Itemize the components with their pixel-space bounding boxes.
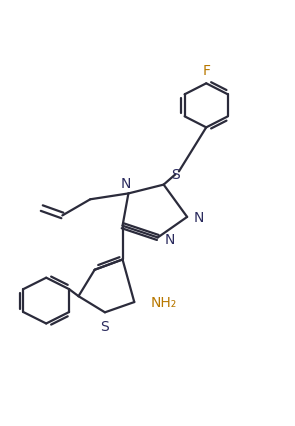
Text: NH₂: NH₂: [150, 295, 177, 309]
Text: F: F: [202, 64, 210, 78]
Text: N: N: [164, 232, 175, 246]
Text: N: N: [194, 210, 204, 225]
Text: S: S: [171, 168, 180, 182]
Text: N: N: [121, 176, 131, 190]
Text: S: S: [101, 319, 109, 333]
